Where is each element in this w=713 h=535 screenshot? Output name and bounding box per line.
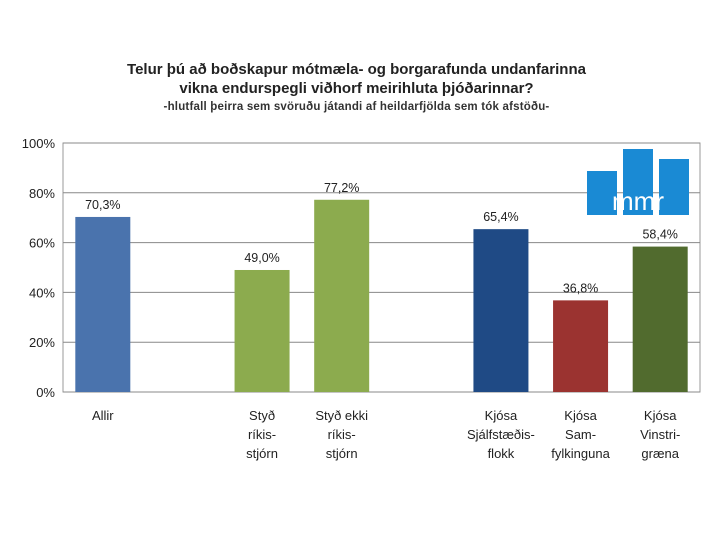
category-label: ríkis- [328, 427, 356, 442]
bar [75, 216, 131, 392]
data-label: 65,4% [483, 210, 518, 224]
y-tick-label: 20% [29, 335, 55, 350]
y-tick-label: 0% [36, 385, 55, 400]
bar [314, 199, 370, 392]
chart-title-line2: vikna endurspegli viðhorf meirihluta þjó… [179, 80, 534, 97]
logo-block-middle [623, 149, 653, 215]
category-label: Kjósa [485, 408, 518, 423]
logo-block-right [659, 159, 689, 215]
category-label: stjórn [326, 446, 358, 461]
data-label: 49,0% [244, 251, 279, 265]
mmr-logo: mmr [612, 186, 664, 216]
category-label: Styð [249, 408, 275, 423]
data-label: 77,2% [324, 181, 359, 195]
chart-subtitle: -hlutfall þeirra sem svöruðu játandi af … [163, 101, 550, 113]
y-tick-label: 60% [29, 236, 55, 251]
bar [473, 229, 529, 392]
data-label: 70,3% [85, 198, 120, 212]
category-label: Sam- [565, 427, 596, 442]
category-label: stjórn [246, 446, 278, 461]
category-label: Vinstri- [640, 427, 680, 442]
bar [632, 246, 688, 392]
category-label: Allir [92, 408, 114, 423]
bar [234, 269, 290, 392]
chart-title-line1: Telur þú að boðskapur mótmæla- og borgar… [127, 61, 586, 78]
y-tick-label: 40% [29, 285, 55, 300]
category-label: græna [641, 446, 679, 461]
category-label: flokk [488, 446, 515, 461]
data-label: 58,4% [642, 228, 677, 242]
data-label: 36,8% [563, 281, 598, 295]
bar [553, 300, 609, 392]
category-label: Kjósa [644, 408, 677, 423]
category-label: Sjálfstæðis- [467, 427, 535, 442]
logo-block-left [587, 171, 617, 215]
y-tick-label: 100% [22, 136, 56, 151]
category-label: fylkinguna [551, 446, 610, 461]
y-tick-label: 80% [29, 186, 55, 201]
category-label: Styð ekki [315, 408, 368, 423]
category-label: Kjósa [564, 408, 597, 423]
category-label: ríkis- [248, 427, 276, 442]
